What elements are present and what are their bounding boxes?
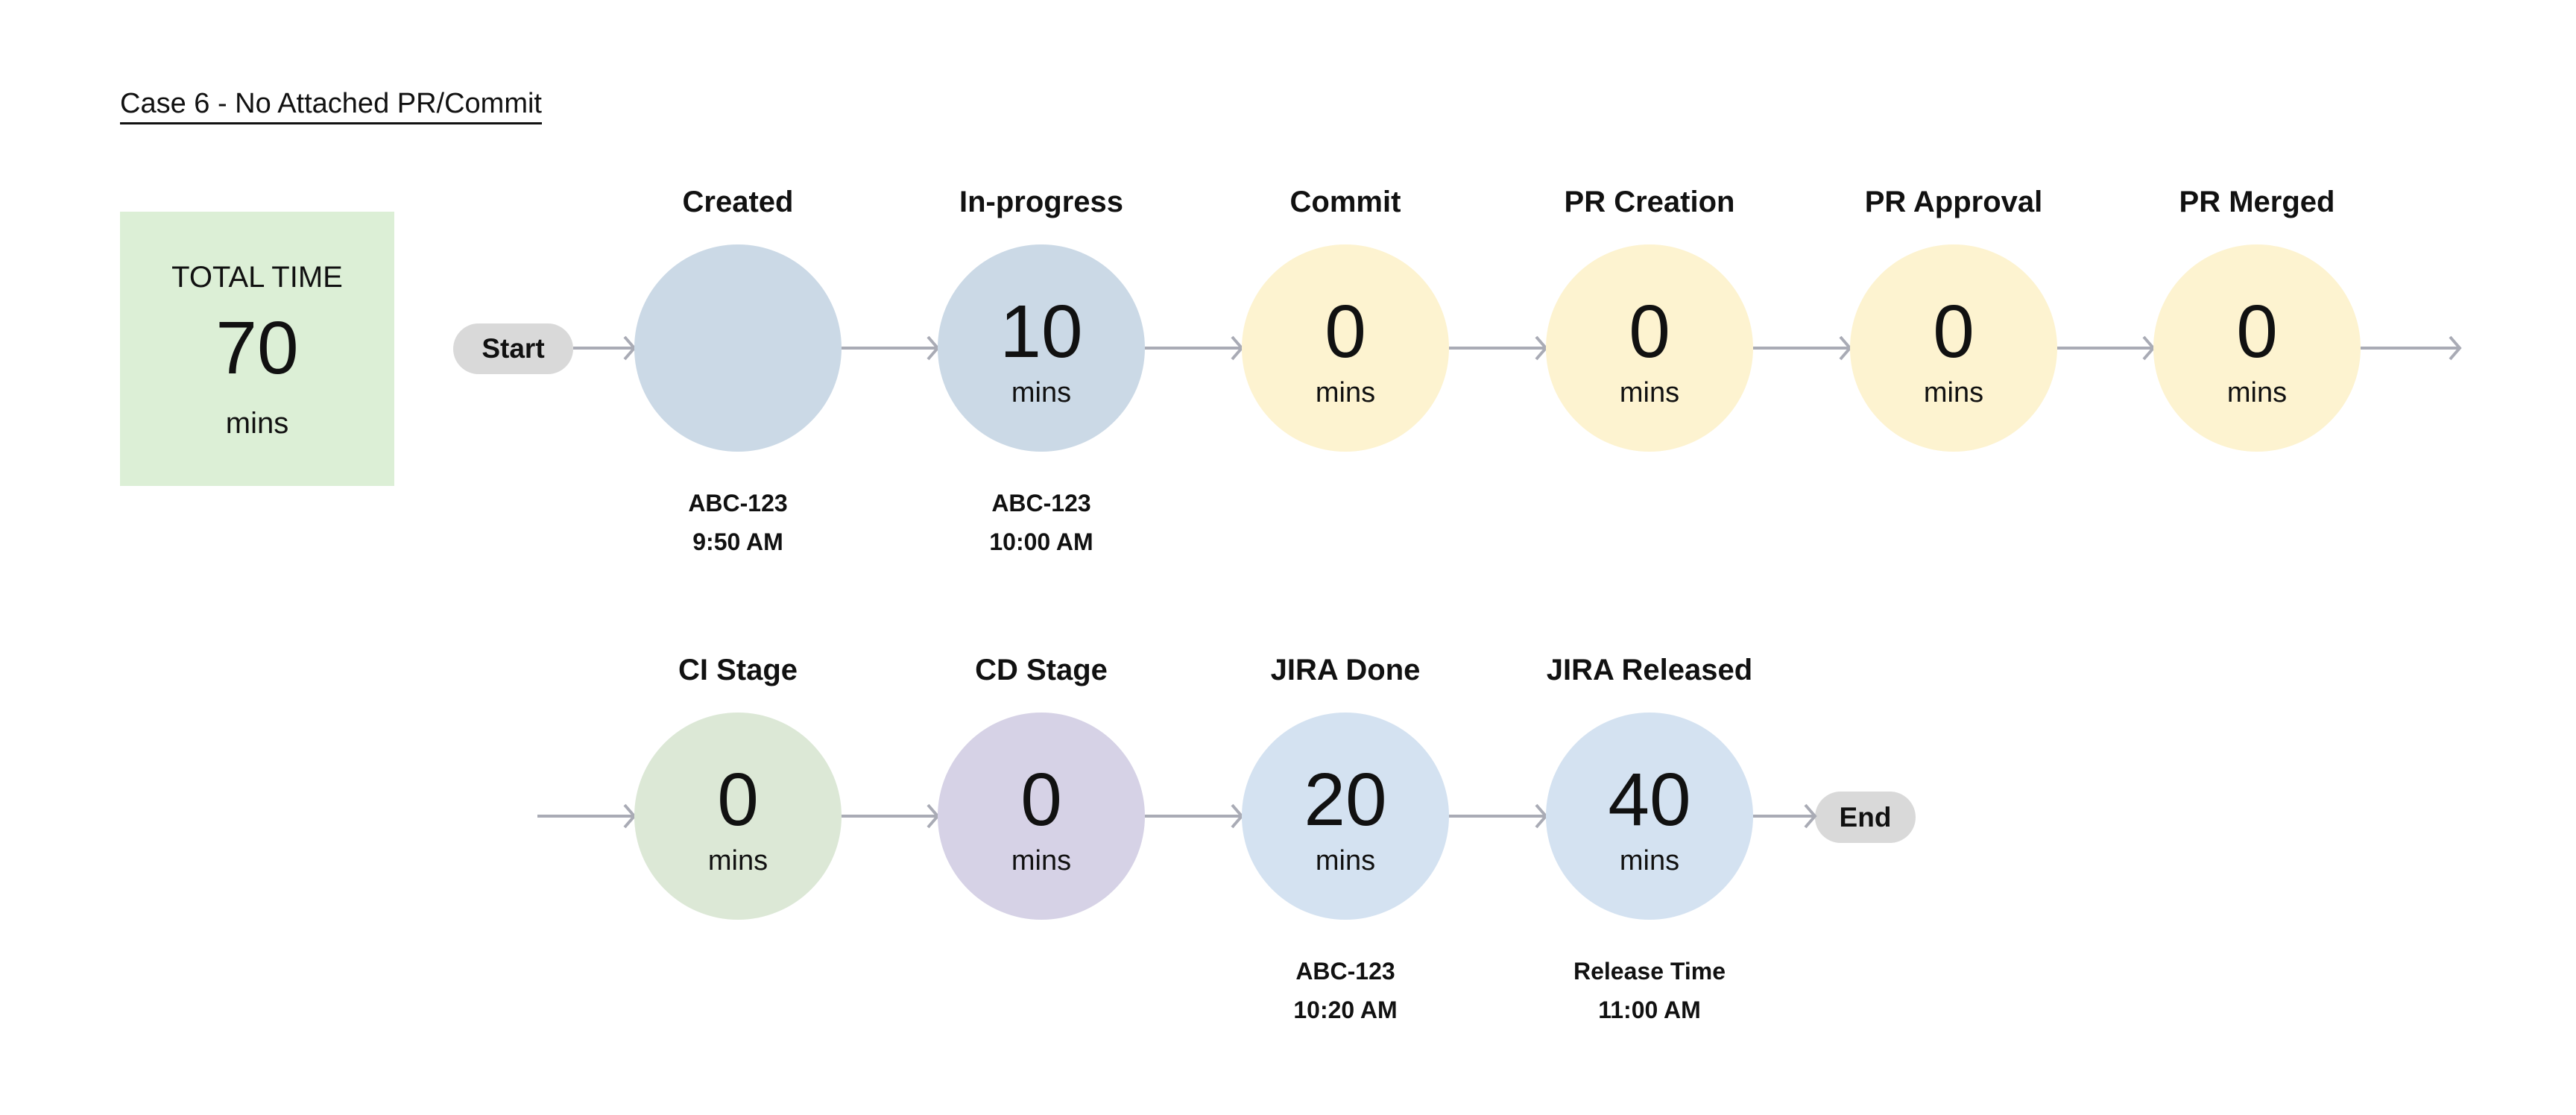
stage-label-in-progress: In-progress xyxy=(959,186,1124,218)
arrow xyxy=(1753,803,1817,829)
end-node: End xyxy=(1815,792,1916,843)
stage-label-jira-done: JIRA Done xyxy=(1270,654,1421,686)
stage-value: 0 xyxy=(2236,290,2278,373)
stage-value: 20 xyxy=(1304,758,1387,841)
stage-detail: ABC-123 xyxy=(1295,958,1395,985)
stage-circle-jira-released xyxy=(1546,713,1753,920)
stage-detail: Release Time xyxy=(1573,958,1726,985)
stage-time: 10:00 AM xyxy=(989,528,1093,555)
start-node: Start xyxy=(453,323,573,374)
stage-time: 10:20 AM xyxy=(1293,996,1398,1023)
arrow xyxy=(1753,335,1852,361)
stage-value: 0 xyxy=(717,758,759,841)
stage-value: 0 xyxy=(1629,290,1670,373)
stage-label-jira-released: JIRA Released xyxy=(1546,654,1753,686)
arrow xyxy=(1145,803,1244,829)
arrow xyxy=(1449,335,1548,361)
stage-label-cd-stage: CD Stage xyxy=(975,654,1108,686)
stage-time: 9:50 AM xyxy=(692,528,783,555)
stage-value: 0 xyxy=(1020,758,1062,841)
stage-circle-commit xyxy=(1242,244,1449,452)
stage-detail: ABC-123 xyxy=(688,490,788,517)
stage-value: 40 xyxy=(1608,758,1691,841)
arrow xyxy=(1449,803,1548,829)
stage-circle-cd-stage xyxy=(938,713,1145,920)
total-time-label: TOTAL TIME xyxy=(171,261,343,294)
stage-circle-pr-approval xyxy=(1850,244,2057,452)
stage-unit: mins xyxy=(1315,377,1376,408)
stage-value: 10 xyxy=(1000,290,1083,373)
stage-unit: mins xyxy=(2226,377,2288,408)
stage-label-commit: Commit xyxy=(1289,186,1401,218)
arrow xyxy=(842,335,940,361)
arrow xyxy=(573,335,637,361)
stage-unit: mins xyxy=(707,845,768,876)
stage-circle-in-progress xyxy=(938,244,1145,452)
stage-value: 0 xyxy=(1933,290,1974,373)
total-time-unit: mins xyxy=(225,407,289,440)
stage-label-pr-creation: PR Creation xyxy=(1564,186,1735,218)
case-title: Case 6 - No Attached PR/Commit xyxy=(120,88,542,124)
stage-unit: mins xyxy=(1315,845,1376,876)
total-time-card: TOTAL TIME 70 mins xyxy=(120,212,394,486)
total-time-value: 70 xyxy=(215,306,299,390)
stage-unit: mins xyxy=(1923,377,1984,408)
stage-circle-ci-stage xyxy=(634,713,842,920)
stage-unit: mins xyxy=(1011,845,1072,876)
arrow xyxy=(537,803,637,829)
stage-label-ci-stage: CI Stage xyxy=(678,654,798,686)
stage-time: 11:00 AM xyxy=(1598,996,1701,1023)
stage-circle-created xyxy=(634,244,842,452)
stage-label-created: Created xyxy=(682,186,794,218)
stage-unit: mins xyxy=(1619,377,1680,408)
stage-label-pr-approval: PR Approval xyxy=(1864,186,2043,218)
stage-unit: mins xyxy=(1619,845,1680,876)
stage-unit: mins xyxy=(1011,377,1072,408)
stage-circle-pr-merged xyxy=(2153,244,2361,452)
arrow xyxy=(1145,335,1244,361)
arrow xyxy=(842,803,940,829)
stage-circle-jira-done xyxy=(1242,713,1449,920)
arrow xyxy=(2057,335,2156,361)
stage-detail: ABC-123 xyxy=(991,490,1091,517)
arrow xyxy=(2361,335,2462,361)
stage-value: 0 xyxy=(1325,290,1366,373)
stage-circle-pr-creation xyxy=(1546,244,1753,452)
stage-label-pr-merged: PR Merged xyxy=(2179,186,2335,218)
